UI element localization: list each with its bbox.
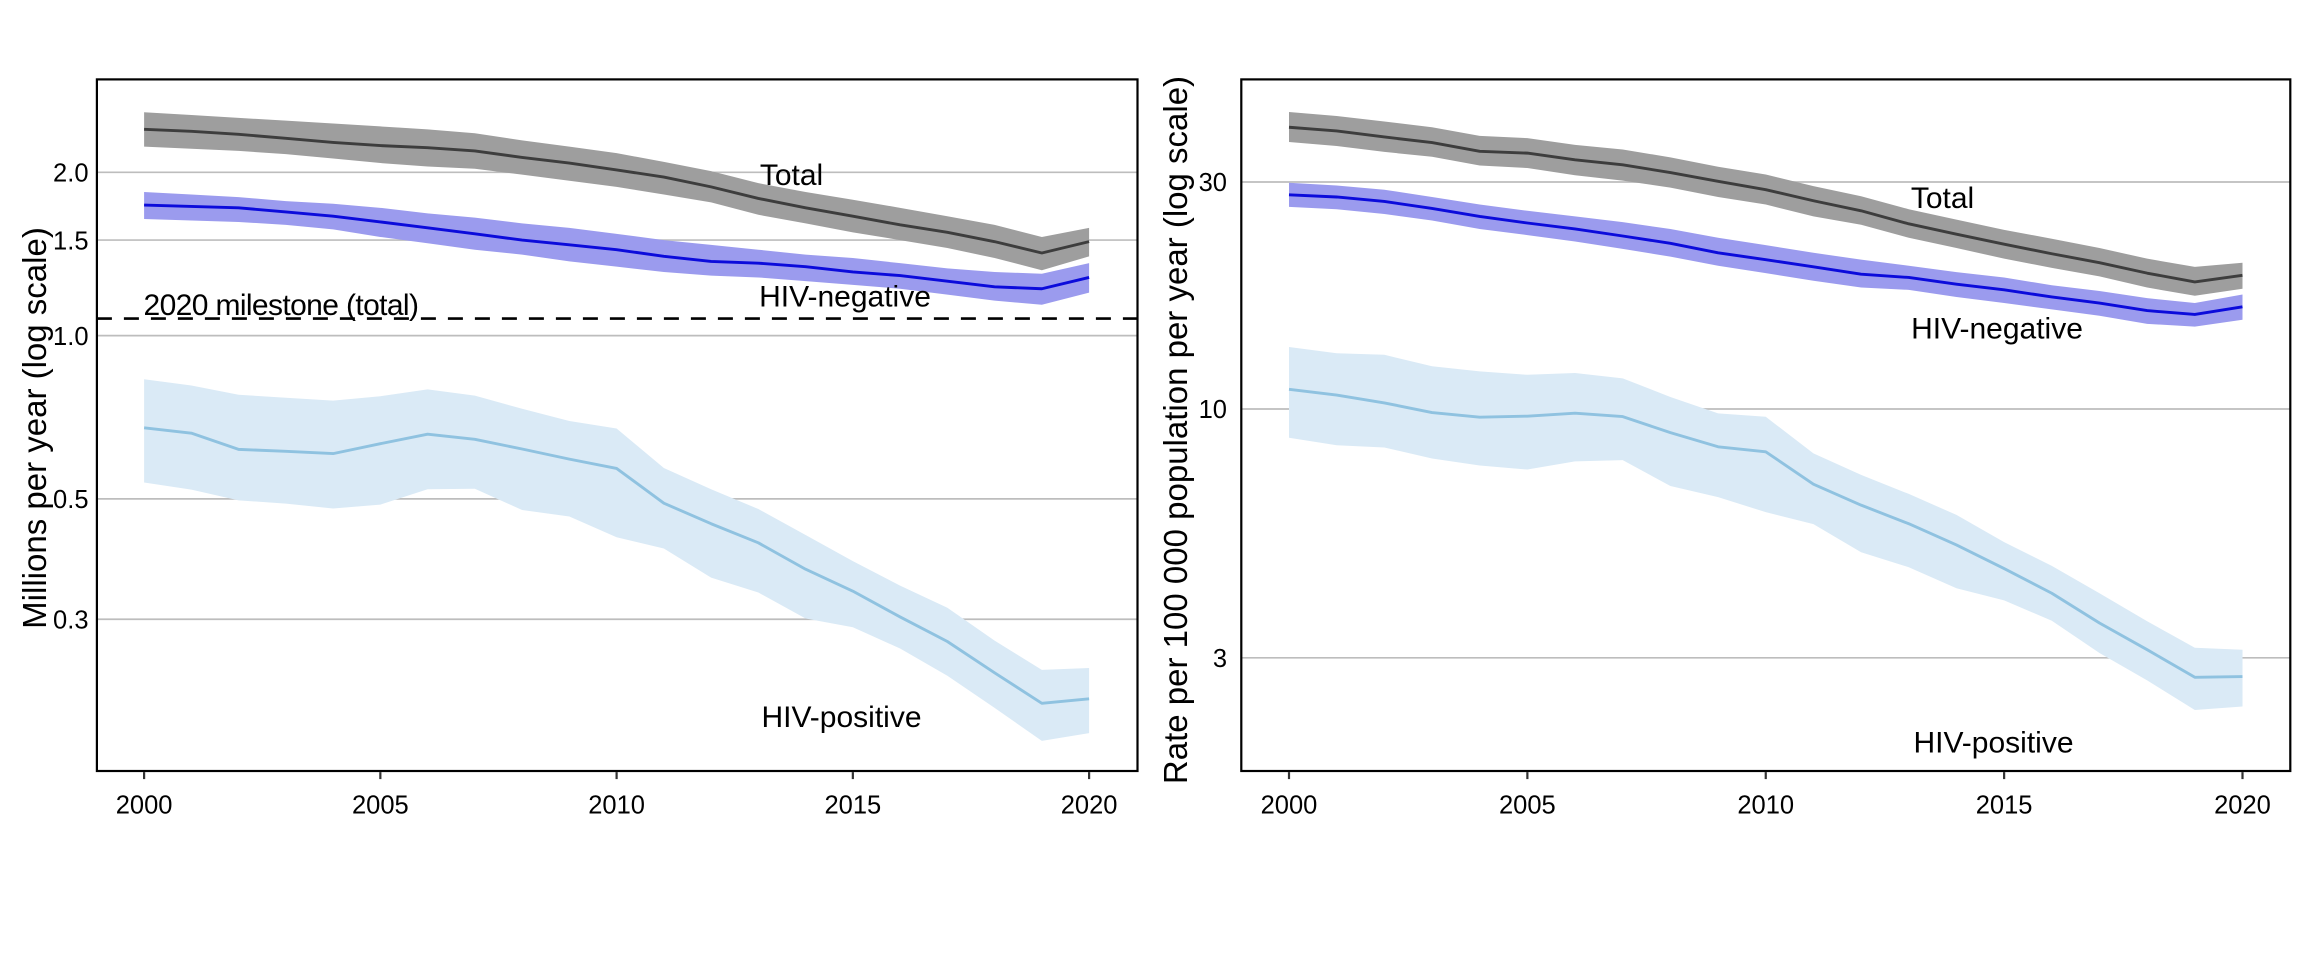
confidence-band-hiv-positive bbox=[144, 379, 1090, 741]
right-y-axis-title: Rate per 100 000 population per year (lo… bbox=[1157, 76, 1194, 784]
x-tick-label: 2000 bbox=[116, 792, 173, 820]
y-tick-label: 2.0 bbox=[53, 159, 88, 187]
y-tick-label: 30 bbox=[1199, 169, 1227, 197]
left-panel: 2000 2005 2010 2015 2020 2.0 1.5 1.0 0.5 0.3 bbox=[53, 78, 1139, 820]
x-tick-label: 2010 bbox=[588, 792, 645, 820]
x-tick-label: 2020 bbox=[2214, 792, 2271, 820]
y-tick-label: 1.5 bbox=[53, 227, 88, 255]
series-line-total bbox=[144, 127, 1090, 255]
left-hiv-negative-series-label: HIV-negative bbox=[759, 281, 931, 314]
panel-border bbox=[95, 78, 1139, 773]
right-panel: 2000 2005 2010 2015 2020 30 10 3 bbox=[1199, 78, 2292, 820]
y-tick-label: 0.5 bbox=[53, 486, 88, 514]
y-tick-label: 1.0 bbox=[53, 323, 88, 351]
y-tick-label: 3 bbox=[1213, 645, 1227, 673]
series-line-total bbox=[1288, 125, 2243, 284]
series-line-hiv-positive bbox=[143, 426, 1090, 705]
right-hiv-negative-series-label: HIV-negative bbox=[1911, 313, 2083, 346]
confidence-band-total bbox=[1289, 111, 2243, 296]
x-tick-label: 2020 bbox=[1061, 792, 1118, 820]
series-line-hiv-negative bbox=[1288, 193, 2243, 316]
left-total-series-label: Total bbox=[760, 159, 823, 192]
confidence-band-total bbox=[144, 112, 1090, 271]
series-line-hiv-positive bbox=[1288, 387, 2243, 679]
left-y-axis-title: Millions per year (log scale) bbox=[16, 227, 53, 629]
x-tick-label: 2000 bbox=[1261, 792, 1318, 820]
series-line-hiv-negative bbox=[144, 203, 1090, 291]
y-tick-label: 10 bbox=[1199, 396, 1227, 424]
x-tick-label: 2015 bbox=[1976, 792, 2033, 820]
right-total-series-label: Total bbox=[1911, 182, 1974, 215]
x-tick-label: 2015 bbox=[824, 792, 881, 820]
panel-border bbox=[1240, 78, 2292, 773]
left-hiv-positive-series-label: HIV-positive bbox=[761, 701, 921, 734]
confidence-band-hiv-positive bbox=[1289, 347, 2243, 711]
x-tick-label: 2010 bbox=[1737, 792, 1794, 820]
y-tick-label: 0.3 bbox=[53, 606, 88, 634]
x-tick-label: 2005 bbox=[352, 792, 409, 820]
x-tick-label: 2005 bbox=[1499, 792, 1556, 820]
right-hiv-positive-series-label: HIV-positive bbox=[1913, 727, 2073, 760]
milestone-label: 2020 milestone (total) bbox=[144, 289, 419, 322]
